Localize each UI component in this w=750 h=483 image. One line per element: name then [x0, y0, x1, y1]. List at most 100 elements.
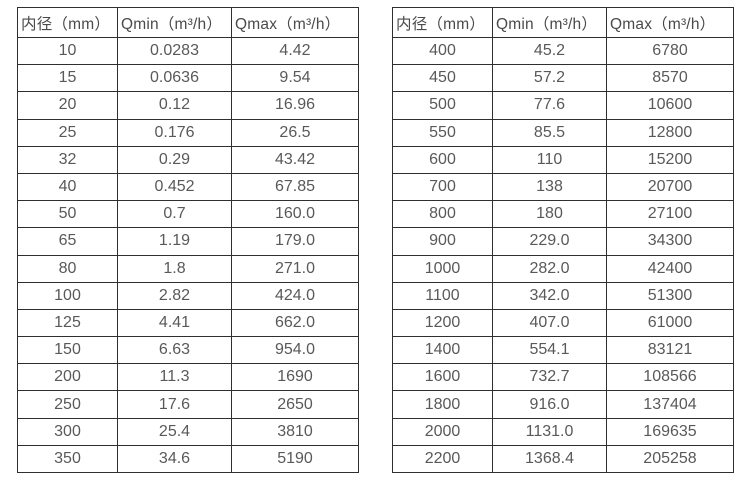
table-cell: 732.7 — [492, 363, 607, 392]
table-cell: 125 — [17, 308, 118, 338]
table-cell: 137404 — [606, 390, 734, 419]
table-row: 300 25.4 3810 — [17, 417, 359, 446]
table-cell: 1000 — [392, 254, 493, 283]
table-cell: 342.0 — [492, 281, 607, 310]
table-row: 25 0.176 26.5 — [17, 118, 359, 147]
table-cell: 150 — [17, 336, 118, 365]
table-row: 2000 1131.0 169635 — [392, 417, 734, 446]
table-cell: 450 — [392, 64, 493, 93]
table-cell: 50 — [17, 200, 118, 229]
table-cell: 800 — [392, 200, 493, 229]
table-row: 100 2.82 424.0 — [17, 281, 359, 310]
table-cell: 25 — [17, 118, 118, 147]
table-cell: 300 — [17, 417, 118, 446]
table-cell: 271.0 — [231, 254, 359, 283]
col-header-inner-diameter: 内径（mm） — [392, 7, 493, 38]
table-cell: 65 — [17, 227, 118, 256]
table-row: 1100 342.0 51300 — [392, 281, 734, 310]
table-cell: 916.0 — [492, 390, 607, 419]
table-row: 1400 554.1 83121 — [392, 336, 734, 365]
table-row: 200 11.3 1690 — [17, 363, 359, 392]
table-cell: 16.96 — [231, 91, 359, 120]
table-row: 550 85.5 12800 — [392, 118, 734, 147]
table-row: 500 77.6 10600 — [392, 91, 734, 120]
table-row: 800 180 27100 — [392, 200, 734, 229]
table-cell: 169635 — [606, 417, 734, 446]
table-cell: 2.82 — [117, 281, 232, 310]
table-cell: 25.4 — [117, 417, 232, 446]
table-row: 900 229.0 34300 — [392, 227, 734, 256]
table-cell: 5190 — [231, 444, 359, 474]
table-cell: 26.5 — [231, 118, 359, 147]
table-row: 150 6.63 954.0 — [17, 336, 359, 365]
table-row: 50 0.7 160.0 — [17, 200, 359, 229]
table-cell: 0.452 — [117, 172, 232, 202]
table-cell: 108566 — [606, 363, 734, 392]
table-row: 125 4.41 662.0 — [17, 308, 359, 338]
table-cell: 138 — [492, 172, 607, 202]
table-cell: 282.0 — [492, 254, 607, 283]
table-cell: 250 — [17, 390, 118, 419]
table-cell: 2200 — [392, 444, 493, 474]
table-cell: 700 — [392, 172, 493, 202]
table-row: 65 1.19 179.0 — [17, 227, 359, 256]
table-cell: 0.29 — [117, 145, 232, 174]
table-row: 40 0.452 67.85 — [17, 172, 359, 202]
table-cell: 4.41 — [117, 308, 232, 338]
table-cell: 15 — [17, 64, 118, 93]
table-cell: 43.42 — [231, 145, 359, 174]
table-cell: 205258 — [606, 444, 734, 474]
table-cell: 11.3 — [117, 363, 232, 392]
table-cell: 600 — [392, 145, 493, 174]
table-cell: 550 — [392, 118, 493, 147]
table-row: 80 1.8 271.0 — [17, 254, 359, 283]
table-cell: 1800 — [392, 390, 493, 419]
table-cell: 900 — [392, 227, 493, 256]
table-cell: 0.0636 — [117, 64, 232, 93]
table-row: 20 0.12 16.96 — [17, 91, 359, 120]
header-row: 内径（mm） Qmin（m³/h） Qmax（m³/h） — [392, 7, 734, 38]
table-cell: 42400 — [606, 254, 734, 283]
table-cell: 400 — [392, 36, 493, 66]
table-cell: 34.6 — [117, 444, 232, 474]
table-cell: 83121 — [606, 336, 734, 365]
table-cell: 0.7 — [117, 200, 232, 229]
table-cell: 350 — [17, 444, 118, 474]
table-row: 350 34.6 5190 — [17, 444, 359, 474]
table-row: 250 17.6 2650 — [17, 390, 359, 419]
table-cell: 424.0 — [231, 281, 359, 310]
table-cell: 1200 — [392, 308, 493, 338]
table-cell: 2000 — [392, 417, 493, 446]
table-cell: 0.0283 — [117, 36, 232, 66]
table-row: 400 45.2 6780 — [392, 36, 734, 66]
table-row: 700 138 20700 — [392, 172, 734, 202]
table-cell: 179.0 — [231, 227, 359, 256]
table-cell: 20 — [17, 91, 118, 120]
table-cell: 6780 — [606, 36, 734, 66]
table-cell: 1100 — [392, 281, 493, 310]
table-cell: 57.2 — [492, 64, 607, 93]
table-cell: 160.0 — [231, 200, 359, 229]
table-cell: 80 — [17, 254, 118, 283]
table-cell: 2650 — [231, 390, 359, 419]
table-cell: 554.1 — [492, 336, 607, 365]
table-cell: 67.85 — [231, 172, 359, 202]
table-row: 32 0.29 43.42 — [17, 145, 359, 174]
flow-rate-table-large-diameters: 内径（mm） Qmin（m³/h） Qmax（m³/h） 400 45.2 6780… — [392, 7, 734, 474]
col-header-qmax: Qmax（m³/h） — [231, 7, 359, 38]
table-cell: 0.12 — [117, 91, 232, 120]
table-cell: 100 — [17, 281, 118, 310]
table-cell: 32 — [17, 145, 118, 174]
table-cell: 200 — [17, 363, 118, 392]
table-cell: 0.176 — [117, 118, 232, 147]
table-cell: 1690 — [231, 363, 359, 392]
table-cell: 12800 — [606, 118, 734, 147]
table-cell: 61000 — [606, 308, 734, 338]
table-cell: 34300 — [606, 227, 734, 256]
table-row: 15 0.0636 9.54 — [17, 64, 359, 93]
table-row: 600 110 15200 — [392, 145, 734, 174]
table-cell: 1400 — [392, 336, 493, 365]
table-cell: 110 — [492, 145, 607, 174]
table-row: 1000 282.0 42400 — [392, 254, 734, 283]
table-cell: 77.6 — [492, 91, 607, 120]
